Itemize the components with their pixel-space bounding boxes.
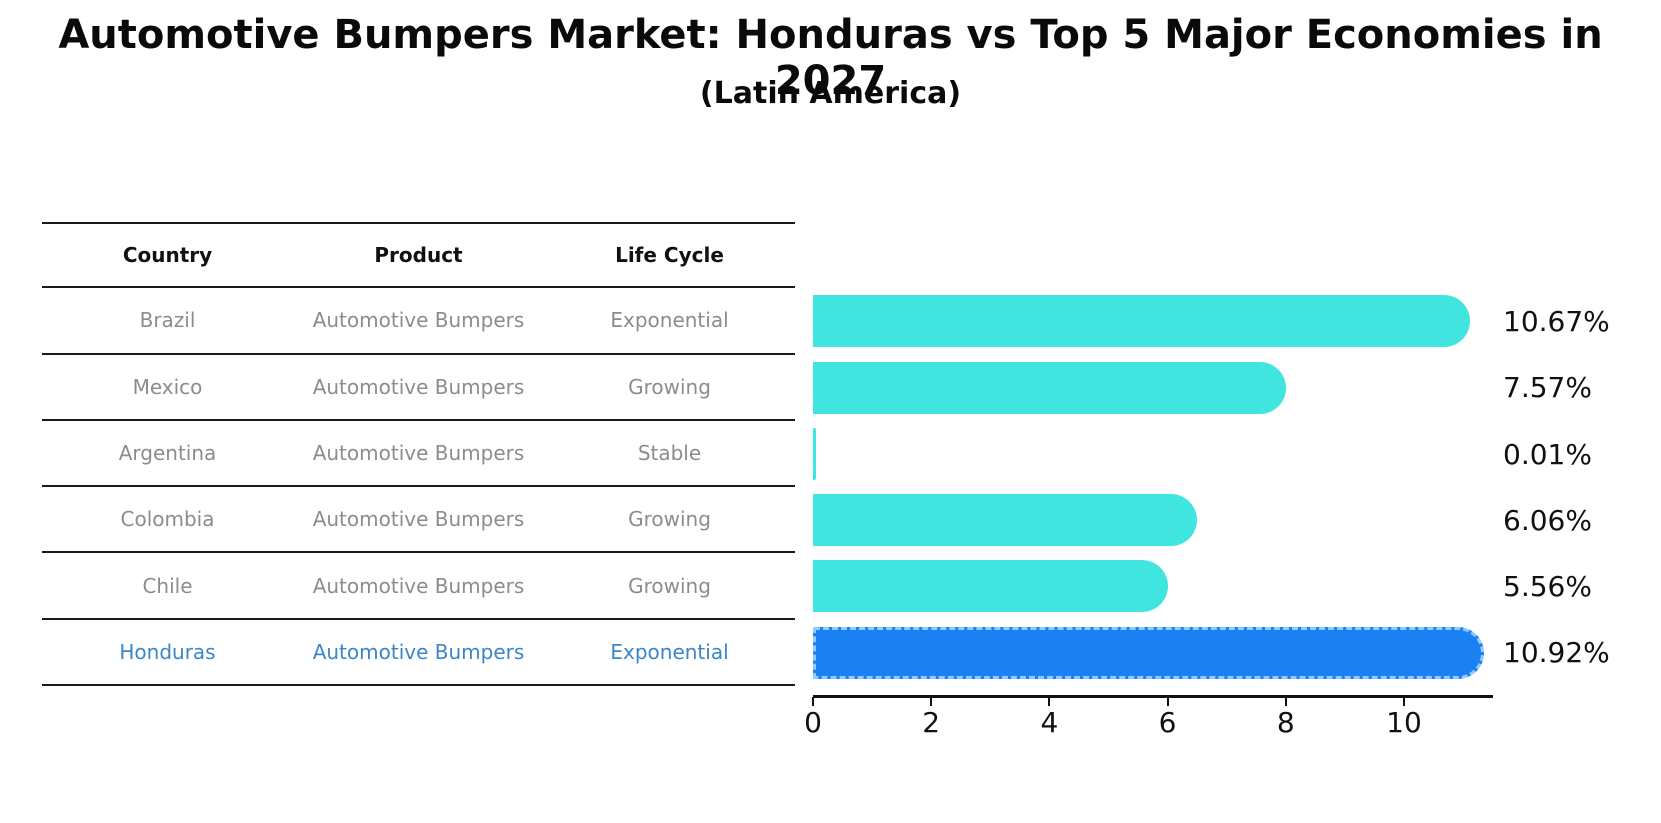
bar-row-colombia: 6.06% xyxy=(813,487,1661,553)
bar-chile xyxy=(813,560,1168,613)
bar-value-label: 7.57% xyxy=(1503,371,1592,405)
table-header-row: Country Product Life Cycle xyxy=(42,222,795,289)
table-header-life-cycle: Life Cycle xyxy=(615,243,724,268)
table-row-colombia: Colombia Automotive Bumpers Growing xyxy=(42,487,795,554)
bar-colombia xyxy=(813,494,1198,547)
cell-country: Chile xyxy=(142,573,193,598)
cell-life-cycle: Exponential xyxy=(610,308,729,333)
bar-value-label: 10.67% xyxy=(1503,304,1610,338)
bar-value-label: 6.06% xyxy=(1503,503,1592,537)
cell-country: Honduras xyxy=(119,639,216,664)
cell-life-cycle: Growing xyxy=(628,573,711,598)
comparison-table: Country Product Life Cycle Brazil Automotiv… xyxy=(42,222,795,687)
cell-country: Argentina xyxy=(118,441,217,466)
bar-row-argentina: 0.01% xyxy=(813,421,1661,487)
cell-product: Automotive Bumpers xyxy=(312,374,525,399)
cell-country: Brazil xyxy=(139,308,196,333)
bar-value-label: 5.56% xyxy=(1503,570,1592,604)
cell-product: Automotive Bumpers xyxy=(312,308,525,333)
chart-subtitle: (Latin America) xyxy=(699,76,962,111)
cell-product: Automotive Bumpers xyxy=(312,441,525,466)
chart-title: Automotive Bumpers Market: Honduras vs T… xyxy=(58,12,1603,104)
x-tick-label: 2 xyxy=(922,706,941,739)
table-row-argentina: Argentina Automotive Bumpers Stable xyxy=(42,421,795,488)
bar-value-label: 10.92% xyxy=(1503,636,1610,670)
x-tick-label: 10 xyxy=(1386,706,1422,739)
table-row-brazil: Brazil Automotive Bumpers Exponential xyxy=(42,288,795,355)
x-tick-mark xyxy=(930,697,933,706)
bar-plot-area: 10.67% 7.57% 0.01% 6.06% 5.56% 10.92% xyxy=(813,288,1661,686)
x-tick-mark xyxy=(1403,697,1405,706)
cell-product: Automotive Bumpers xyxy=(312,573,525,598)
cell-life-cycle: Stable xyxy=(637,441,702,466)
cell-life-cycle: Exponential xyxy=(610,639,729,664)
bar-brazil xyxy=(813,295,1470,348)
table-header-product: Product xyxy=(374,243,463,268)
bar-argentina xyxy=(813,427,816,480)
table-body: Brazil Automotive Bumpers Exponential Mexic… xyxy=(42,288,795,687)
cell-life-cycle: Growing xyxy=(628,507,711,532)
x-tick-label: 8 xyxy=(1276,706,1295,739)
x-tick-label: 0 xyxy=(804,706,822,739)
cell-life-cycle: Growing xyxy=(628,374,711,399)
x-tick-mark xyxy=(1048,697,1051,706)
x-axis-line xyxy=(813,695,1493,698)
table-row-mexico: Mexico Automotive Bumpers Growing xyxy=(42,355,795,421)
bar-honduras xyxy=(813,626,1485,679)
bar-row-brazil: 10.67% xyxy=(813,288,1661,354)
bar-row-mexico: 7.57% xyxy=(813,355,1661,421)
cell-product: Automotive Bumpers xyxy=(312,639,525,664)
cell-country: Mexico xyxy=(132,374,203,399)
x-tick-mark xyxy=(812,697,814,706)
table-row-chile: Chile Automotive Bumpers Growing xyxy=(42,553,795,620)
x-tick-mark xyxy=(1284,697,1287,706)
x-tick-label: 4 xyxy=(1040,706,1059,739)
bar-row-chile: 5.56% xyxy=(813,553,1661,619)
table-row-honduras: Honduras Automotive Bumpers Exponential xyxy=(42,620,795,687)
cell-country: Colombia xyxy=(120,507,215,532)
x-tick-mark xyxy=(1166,697,1169,706)
bar-row-honduras: 10.92% xyxy=(813,620,1661,686)
x-tick-label: 6 xyxy=(1158,706,1177,739)
table-header-country: Country xyxy=(122,243,213,268)
bar-value-label: 0.01% xyxy=(1503,437,1592,471)
bar-mexico xyxy=(813,361,1287,414)
cell-product: Automotive Bumpers xyxy=(312,507,525,532)
